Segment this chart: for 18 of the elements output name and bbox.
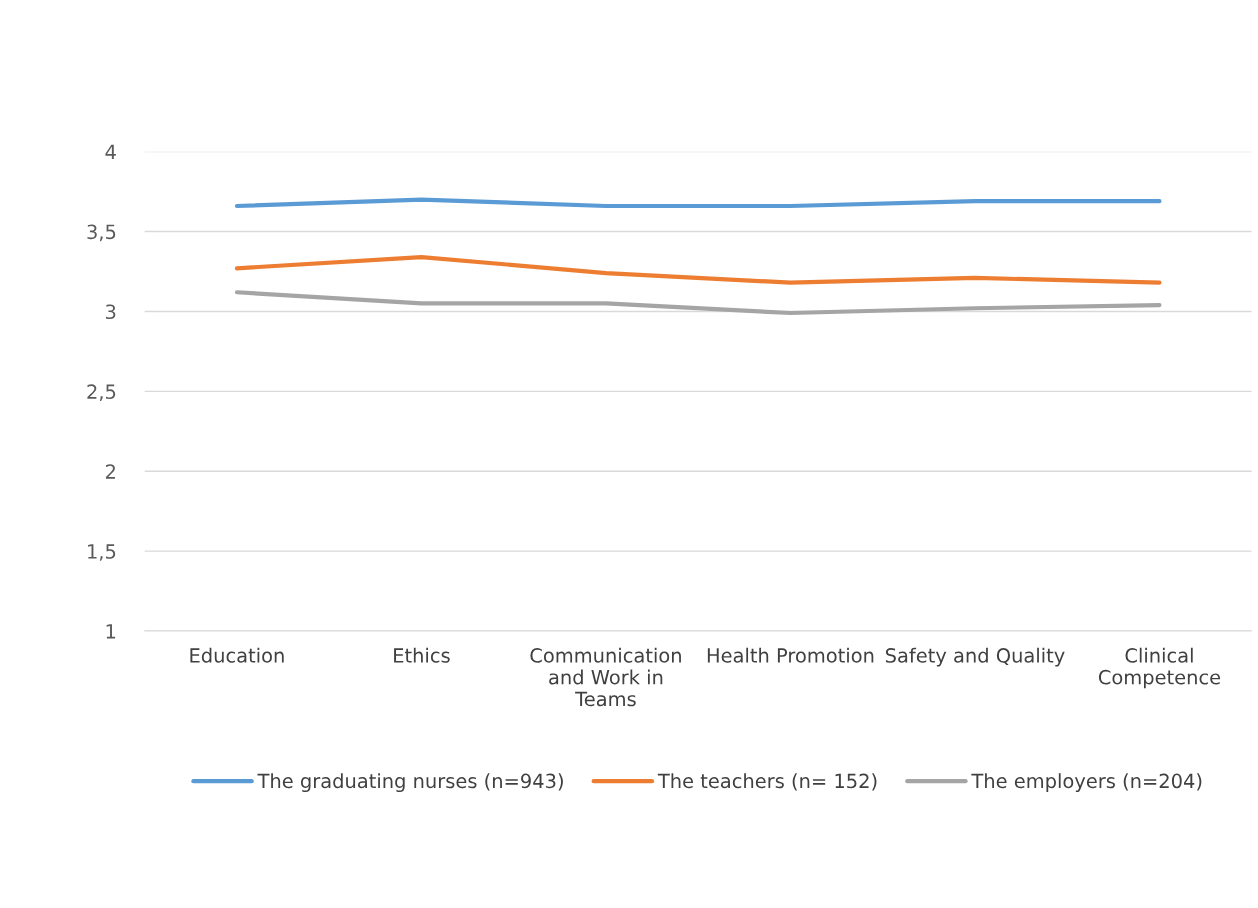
y-tick-label: 1	[106, 624, 116, 639]
x-tick-label: Education	[190, 647, 284, 663]
legend-label: The teachers (n= 152)	[657, 773, 877, 791]
legend-label: The graduating nurses (n=943)	[257, 773, 563, 793]
x-tick-label: Health Promotion	[707, 647, 874, 663]
legend-label: The employers (n=204)	[971, 773, 1202, 793]
y-tick-label: 2,5	[87, 384, 116, 401]
y-tick-label: 3,5	[87, 224, 116, 242]
x-tick-label: Ethics	[394, 647, 450, 663]
y-tick-label: 4	[105, 144, 116, 160]
x-tick-label: Communication and Work in Teams	[530, 647, 681, 707]
y-tick-label: 2	[105, 464, 115, 479]
line-series	[234, 255, 1162, 285]
y-tick-label: 1,5	[88, 544, 116, 561]
y-tick-label: 3	[106, 304, 116, 320]
x-tick-label: Clinical Competence	[1098, 647, 1221, 689]
line-series	[234, 290, 1162, 316]
x-tick-label: Safety and Quality	[885, 647, 1065, 667]
